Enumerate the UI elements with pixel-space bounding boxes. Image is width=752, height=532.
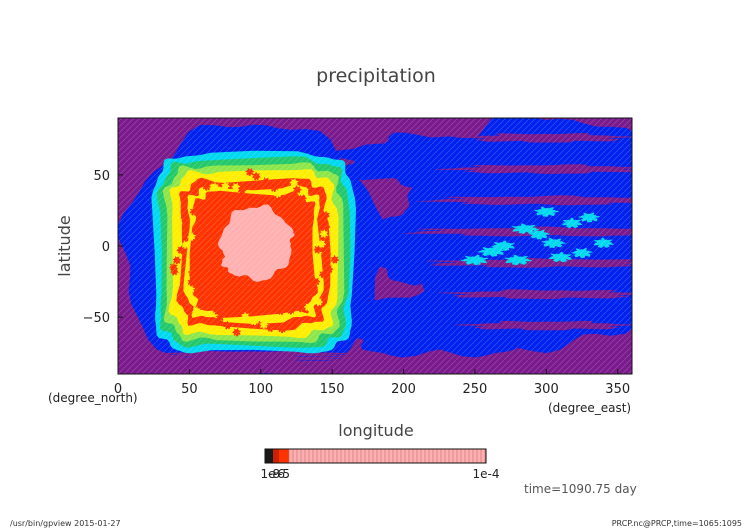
- y-unit-label: (degree_north): [48, 391, 138, 405]
- colorbar-segment: [279, 449, 289, 463]
- colorbar-max-label: 1e-4: [473, 467, 500, 481]
- x-tick-label: 100: [248, 382, 273, 397]
- colorbar-tick-label: -8: [268, 467, 280, 481]
- colorbar-stripes: [288, 449, 486, 463]
- colorbar-tick-label: -5: [278, 467, 290, 481]
- y-tick-label: 0: [102, 240, 110, 255]
- x-unit-label: (degree_east): [548, 401, 631, 415]
- colorbar-segment: [265, 449, 273, 463]
- x-tick-label: 0: [114, 382, 122, 397]
- footer-left: /usr/bin/gpview 2015-01-27: [10, 519, 121, 528]
- colorbar-frame: [264, 448, 487, 464]
- x-tick-label: 150: [320, 382, 345, 397]
- y-axis: 50 0 −50: [83, 169, 123, 326]
- x-axis: 0 50 100 150 200 250 300 350: [114, 369, 630, 397]
- y-axis-label: latitude: [55, 215, 74, 276]
- plot-area: [118, 118, 632, 374]
- fine-texture: [118, 118, 632, 374]
- x-tick-label: 350: [605, 382, 630, 397]
- x-axis-label: longitude: [338, 421, 413, 440]
- colorbar-segment: [289, 449, 486, 463]
- x-tick-label: 50: [181, 382, 198, 397]
- colorbar: 1e -8 -6 -5 1e-4: [260, 448, 500, 481]
- y-tick-label: −50: [83, 311, 110, 326]
- x-tick-label: 250: [463, 382, 488, 397]
- colorbar-tick-label: -6: [273, 467, 285, 481]
- colorbar-segment: [273, 449, 279, 463]
- chart-title: precipitation: [316, 65, 436, 87]
- y-tick-label: 50: [93, 169, 110, 184]
- x-tick-label: 200: [391, 382, 416, 397]
- colorbar-tick-label: 1e: [260, 467, 275, 481]
- footer-right: PRCP.nc@PRCP,time=1065:1095: [612, 519, 742, 528]
- x-tick-label: 300: [534, 382, 559, 397]
- time-label: time=1090.75 day: [524, 482, 637, 496]
